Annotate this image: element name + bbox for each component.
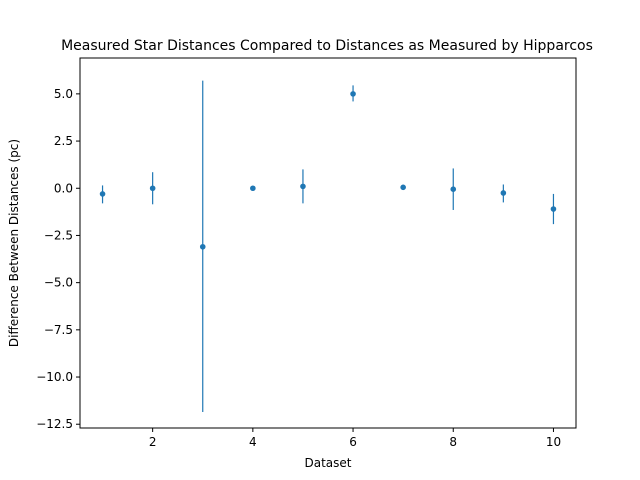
data-point (300, 183, 306, 190)
x-tick-label: 10 (546, 435, 561, 449)
y-tick-label: 0.0 (54, 181, 73, 195)
data-point (450, 186, 457, 192)
axes-frame (79, 57, 577, 429)
y-tick-label: −7.5 (44, 323, 73, 337)
data-point (250, 185, 256, 192)
x-tick-label: 8 (449, 435, 457, 449)
data-point (149, 185, 156, 192)
x-axis-label: Dataset (305, 456, 352, 470)
chart-title: Measured Star Distances Compared to Dist… (61, 38, 593, 54)
y-tick-label: −5.0 (44, 276, 73, 290)
data-point (500, 190, 507, 196)
x-tick-label: 6 (349, 435, 357, 449)
y-axis: 5.0 2.5 0.0 −2.5 −5.0 −7.5 −10.0 −12.5 (36, 87, 80, 431)
y-tick-label: 2.5 (54, 134, 73, 148)
y-tick-label: −2.5 (44, 228, 73, 242)
x-axis: 2 4 6 8 10 (149, 428, 561, 449)
y-tick-label: 5.0 (54, 87, 73, 101)
x-tick-label: 4 (249, 435, 257, 449)
data-point (400, 184, 406, 191)
y-axis-label: Difference Between Distances (pc) (7, 139, 21, 347)
data-point (350, 91, 356, 97)
x-tick-label: 2 (149, 435, 157, 449)
y-tick-label: −12.5 (36, 417, 73, 431)
data-point (99, 191, 106, 197)
plot-area (99, 80, 557, 412)
data-point (550, 206, 557, 212)
data-point (199, 243, 206, 250)
y-tick-label: −10.0 (36, 370, 73, 384)
